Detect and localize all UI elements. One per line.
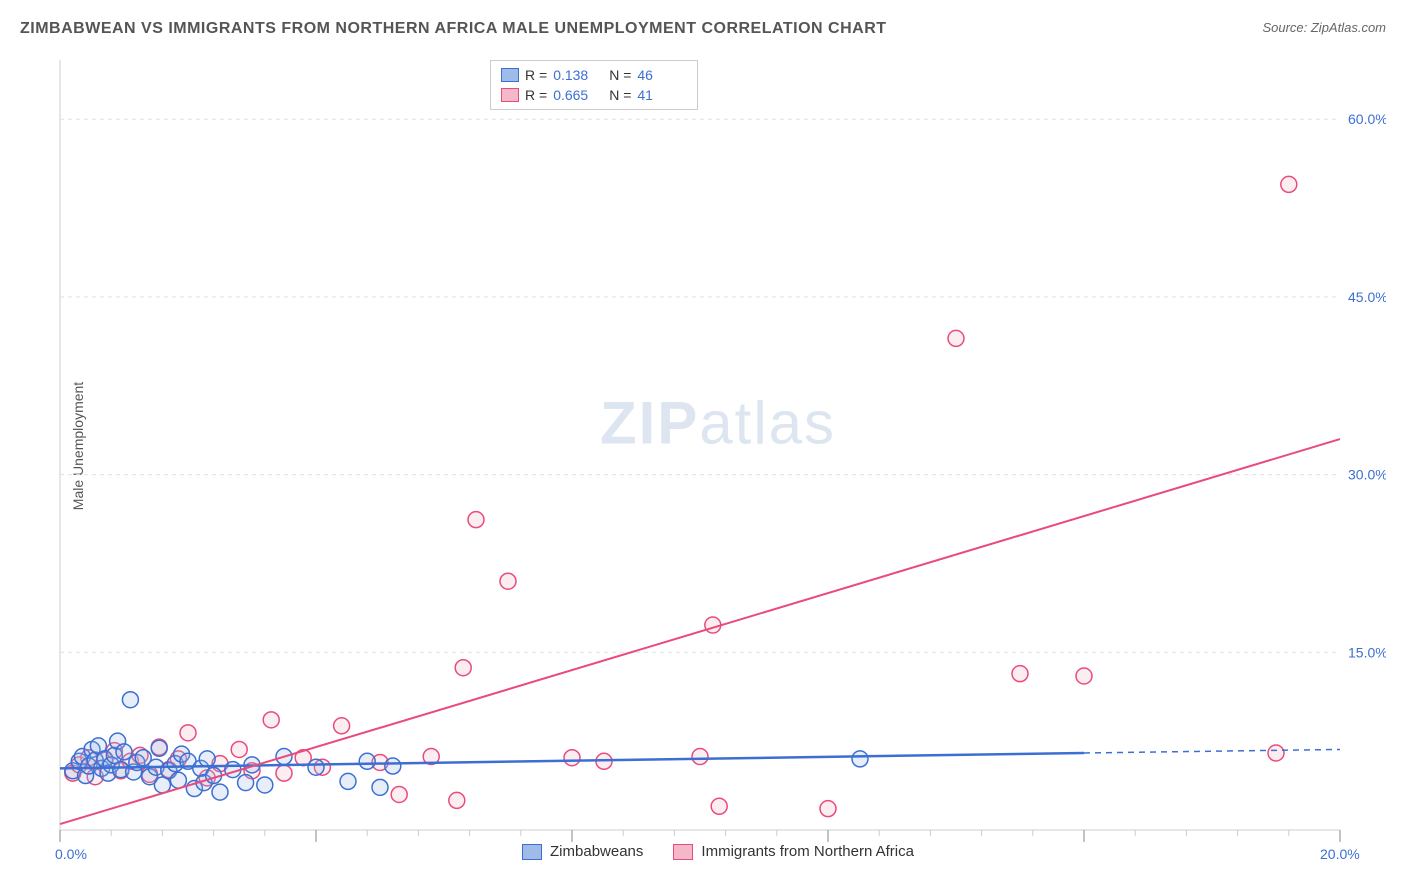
r-value-1: 0.138 <box>553 67 603 83</box>
svg-text:30.0%: 30.0% <box>1348 467 1386 483</box>
svg-text:60.0%: 60.0% <box>1348 111 1386 127</box>
swatch-series-2 <box>501 88 519 102</box>
stats-row-2: R = 0.665 N = 41 <box>501 85 687 105</box>
r-label: R = <box>525 67 547 83</box>
n-value-1: 46 <box>637 67 687 83</box>
stats-legend: R = 0.138 N = 46 R = 0.665 N = 41 <box>490 60 698 110</box>
swatch-series-1 <box>522 844 542 860</box>
legend-label-1: Zimbabweans <box>550 843 643 860</box>
chart-area: 15.0%30.0%45.0%60.0% ZIPatlas R = 0.138 … <box>50 50 1386 860</box>
series-legend: Zimbabweans Immigrants from Northern Afr… <box>50 843 1386 860</box>
svg-text:15.0%: 15.0% <box>1348 644 1386 660</box>
x-tick-first: 0.0% <box>55 846 87 862</box>
scatter-chart: 15.0% 30.0% 45.0% 60.0% <box>50 50 1386 860</box>
svg-text:45.0%: 45.0% <box>1348 289 1386 305</box>
chart-title: ZIMBABWEAN VS IMMIGRANTS FROM NORTHERN A… <box>20 20 887 38</box>
n-label: N = <box>609 67 631 83</box>
x-tick-last: 20.0% <box>1320 846 1360 862</box>
r-value-2: 0.665 <box>553 87 603 103</box>
r-label: R = <box>525 87 547 103</box>
swatch-series-2 <box>673 844 693 860</box>
legend-item-1: Zimbabweans <box>522 843 643 860</box>
n-label: N = <box>609 87 631 103</box>
n-value-2: 41 <box>637 87 687 103</box>
legend-item-2: Immigrants from Northern Africa <box>673 843 914 860</box>
swatch-series-1 <box>501 68 519 82</box>
source-label: Source: ZipAtlas.com <box>1262 20 1386 35</box>
stats-row-1: R = 0.138 N = 46 <box>501 65 687 85</box>
legend-label-2: Immigrants from Northern Africa <box>701 843 914 860</box>
